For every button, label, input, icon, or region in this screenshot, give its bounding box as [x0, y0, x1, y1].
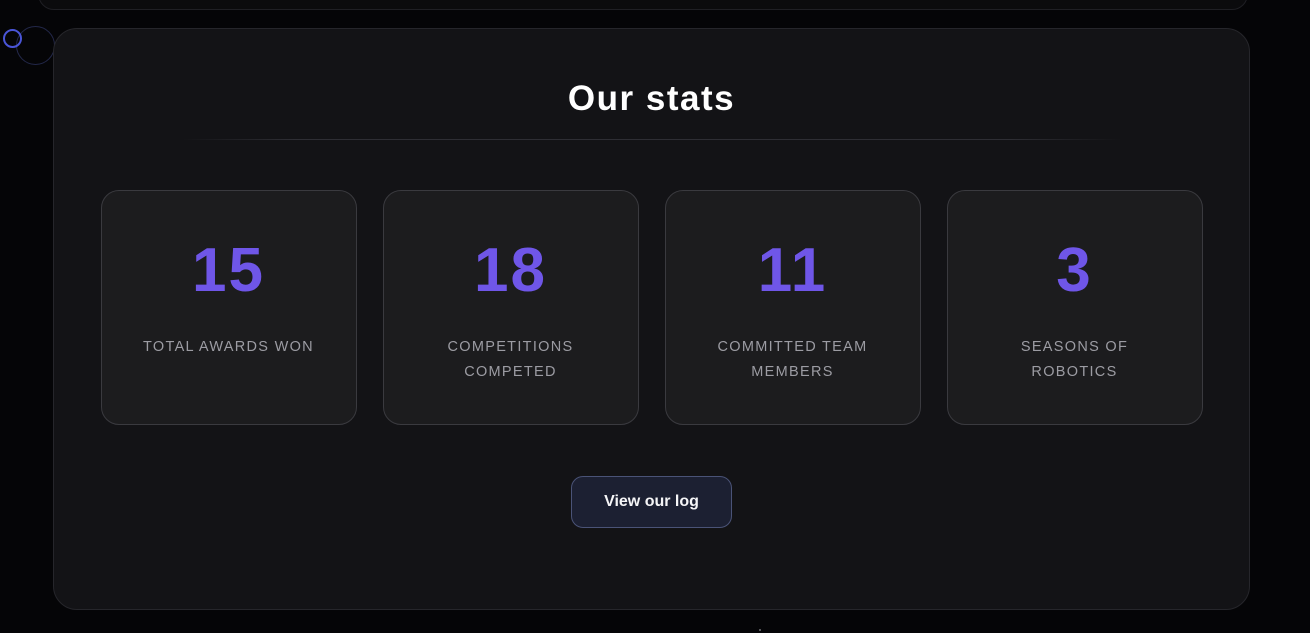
stat-label: COMMITTED TEAM MEMBERS	[717, 339, 868, 380]
star	[759, 629, 761, 631]
stat-label: COMPETITIONS COMPETED	[447, 339, 574, 380]
previous-section-bottom-edge	[38, 0, 1248, 10]
orbit-circle-large	[16, 26, 55, 65]
cta-row: View our log	[54, 476, 1249, 528]
stat-card-seasons: 3 SEASONS OF ROBOTICS	[946, 190, 1203, 425]
title-divider	[181, 139, 1122, 140]
stat-value: 3	[1056, 236, 1093, 305]
stat-card-competitions: 18 COMPETITIONS COMPETED	[382, 190, 639, 425]
section-title: Our stats	[567, 79, 736, 118]
stat-value: 15	[192, 236, 265, 305]
stat-label: TOTAL AWARDS WON	[143, 339, 314, 355]
stat-label: SEASONS OF ROBOTICS	[1020, 339, 1129, 380]
stat-card-awards: 15 TOTAL AWARDS WON	[100, 190, 357, 425]
stats-section: Our stats 15 TOTAL AWARDS WON 18 COMPETI…	[53, 28, 1250, 610]
stat-value: 11	[757, 236, 828, 305]
orbit-circle-small	[3, 29, 22, 48]
stat-card-members: 11 COMMITTED TEAM MEMBERS	[664, 190, 921, 425]
stats-row: 15 TOTAL AWARDS WON 18 COMPETITIONS COMP…	[54, 190, 1249, 425]
view-log-button[interactable]: View our log	[571, 476, 732, 528]
stat-value: 18	[474, 236, 547, 305]
